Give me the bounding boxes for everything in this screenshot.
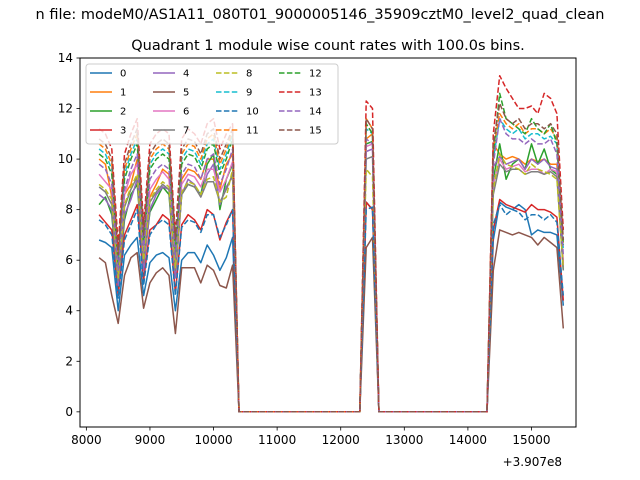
x-tick-label: 11000 — [258, 433, 296, 447]
legend-label-0: 0 — [120, 69, 126, 80]
x-tick-label: 8000 — [71, 433, 102, 447]
chart-title: Quadrant 1 module wise count rates with … — [131, 38, 525, 54]
legend-label-14: 14 — [309, 107, 322, 118]
x-offset-text: +3.907e8 — [503, 455, 562, 469]
y-tick-label: 12 — [58, 102, 73, 116]
series-line-7 — [98, 155, 565, 413]
y-tick-label: 4 — [65, 304, 73, 318]
legend-label-7: 7 — [183, 126, 189, 137]
series-line-5 — [98, 229, 565, 413]
x-tick-label: 15000 — [512, 433, 550, 447]
x-tick-label: 10000 — [194, 433, 232, 447]
y-tick-label: 2 — [65, 354, 73, 368]
legend-label-12: 12 — [309, 69, 322, 80]
series-line-8 — [98, 153, 565, 413]
x-tick-label: 9000 — [135, 433, 166, 447]
x-tick-label: 14000 — [449, 433, 487, 447]
legend-label-1: 1 — [120, 88, 126, 99]
y-tick-label: 8 — [65, 203, 73, 217]
legend-label-2: 2 — [120, 107, 126, 118]
y-tick-label: 14 — [58, 51, 73, 65]
x-tick-label: 12000 — [322, 433, 360, 447]
figure-suptitle: n file: modeM0/AS1A11_080T01_9000005146_… — [36, 7, 605, 23]
legend-label-6: 6 — [183, 107, 189, 118]
legend-label-5: 5 — [183, 88, 189, 99]
x-tick-label: 13000 — [385, 433, 423, 447]
axes-frame — [79, 57, 577, 428]
legend-label-15: 15 — [309, 126, 322, 137]
series-line-0 — [98, 201, 565, 413]
legend-label-10: 10 — [246, 107, 259, 118]
legend-box — [85, 63, 339, 145]
legend-label-8: 8 — [246, 69, 252, 80]
y-tick-label: 0 — [65, 405, 73, 419]
x-axis: 8000 9000 10000 11000 12000 13000 14000 15000 — [71, 427, 551, 447]
legend-label-9: 9 — [246, 88, 252, 99]
legend-label-4: 4 — [183, 69, 189, 80]
y-axis: 0 2 4 6 8 10 12 14 — [58, 51, 80, 419]
series-line-3 — [98, 198, 565, 413]
series-line-10 — [98, 203, 565, 413]
legend-label-3: 3 — [120, 126, 126, 137]
legend-label-13: 13 — [309, 88, 322, 99]
y-tick-label: 6 — [65, 253, 73, 267]
y-tick-label: 10 — [58, 152, 73, 166]
legend-label-11: 11 — [246, 126, 259, 137]
